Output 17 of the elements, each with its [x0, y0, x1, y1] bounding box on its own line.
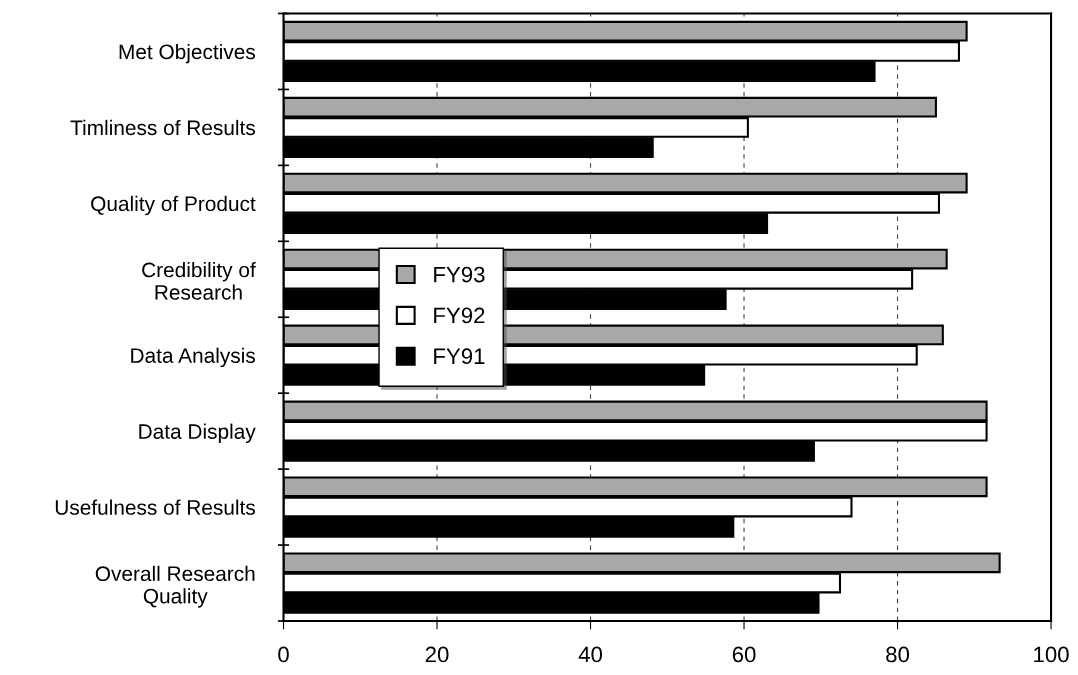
x-tick-label: 60	[732, 646, 756, 663]
y-tick-label: Data Display	[139, 423, 256, 444]
y-tick-label: Data Analysis	[131, 347, 255, 368]
x-tick-label: 40	[578, 646, 603, 663]
y-tick-label: Credibility of Research	[142, 262, 256, 300]
x-tick-label: 20	[425, 646, 449, 663]
y-tick-label: Overall Research Quality	[95, 565, 255, 608]
x-tick-label: 100	[1034, 646, 1069, 663]
y-tick-label: Timliness of Results	[70, 119, 255, 136]
y-tick-label: Usefulness of Results	[55, 499, 255, 515]
y-tick-label: Quality of Product	[91, 195, 256, 216]
legend-label: FY91	[434, 348, 485, 365]
legend-label: FY93	[434, 266, 485, 283]
x-tick-label: 0	[278, 646, 289, 663]
x-tick-label: 80	[886, 646, 910, 663]
y-tick-label: Met Objectives	[119, 43, 255, 64]
legend-label: FY92	[434, 307, 485, 324]
